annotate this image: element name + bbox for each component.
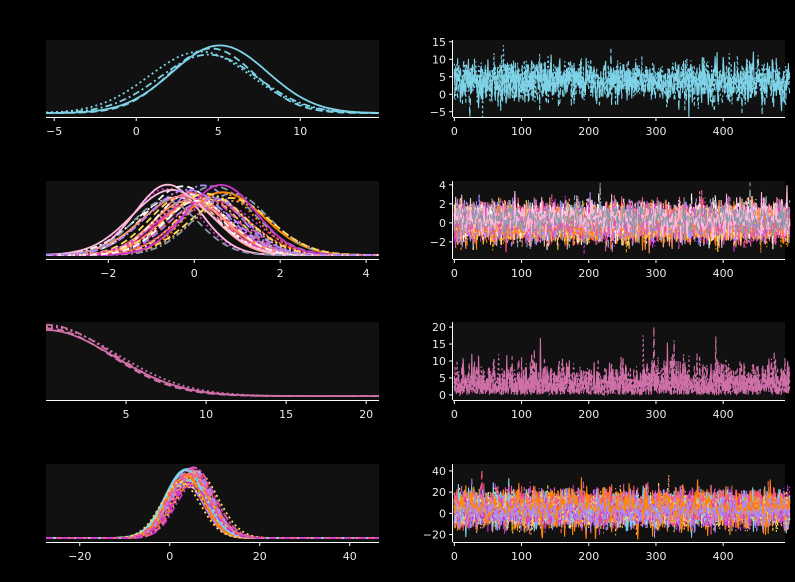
panel-6: −20 0 20 40 <box>46 464 379 563</box>
x-tick-label: 0 <box>451 408 458 421</box>
x-tick-label: 200 <box>578 267 599 280</box>
kde-line-2 <box>45 50 379 114</box>
x-tick-label: 40 <box>343 550 357 563</box>
y-tick-label: 5 <box>439 372 446 385</box>
y-tick-label: 20 <box>432 486 446 499</box>
x-tick-label: 300 <box>645 550 666 563</box>
y-tick-label: −20 <box>423 529 446 542</box>
panel-background <box>46 322 379 400</box>
y-tick-label: 10 <box>432 355 446 368</box>
panel-5: 0 100 200 300 400 0 5 10 15 20 <box>432 321 791 421</box>
trace-chain-1 <box>453 48 791 118</box>
y-tick-label: 15 <box>432 36 446 49</box>
trace-chain-21 <box>453 205 791 252</box>
y-tick-label: 0 <box>439 507 446 520</box>
x-tick-label: −20 <box>68 550 91 563</box>
x-tick-label: 100 <box>511 267 532 280</box>
x-tick-label: −2 <box>100 267 116 280</box>
y-tick-label: 2 <box>439 198 446 211</box>
x-tick-label: 200 <box>578 125 599 138</box>
kde-line-2 <box>46 325 379 397</box>
y-tick-label: 15 <box>432 338 446 351</box>
kde-line-35 <box>45 188 379 256</box>
panel-2: −2 0 2 4 <box>45 181 380 280</box>
x-tick-label: 400 <box>713 408 734 421</box>
x-tick-label: −5 <box>46 125 62 138</box>
panel-7: 0 100 200 300 400 −20 0 20 40 <box>423 464 791 563</box>
x-tick-label: 0 <box>451 267 458 280</box>
x-tick-label: 400 <box>713 550 734 563</box>
x-tick-label: 20 <box>253 550 267 563</box>
kde-line-3 <box>46 53 379 114</box>
y-tick-label: 4 <box>439 179 446 192</box>
x-tick-label: 200 <box>578 550 599 563</box>
trace-chain-28 <box>453 485 791 536</box>
x-tick-label: 100 <box>511 550 532 563</box>
trace-chain-2 <box>453 45 791 118</box>
x-tick-label: 200 <box>578 408 599 421</box>
x-tick-label: 5 <box>123 408 130 421</box>
x-tick-label: 0 <box>191 267 198 280</box>
x-tick-label: 5 <box>215 125 222 138</box>
panel-4: 5 10 15 20 <box>45 322 379 421</box>
x-tick-label: 10 <box>293 125 307 138</box>
x-tick-label: 400 <box>713 125 734 138</box>
x-tick-label: 100 <box>511 125 532 138</box>
panel-3: 0 100 200 300 400 −2 0 2 4 <box>430 179 791 280</box>
kde-line-35 <box>46 484 379 539</box>
y-tick-label: 40 <box>432 465 446 478</box>
panel-0: −5 0 5 10 <box>45 40 379 138</box>
x-tick-label: 20 <box>359 408 373 421</box>
x-tick-label: 300 <box>645 267 666 280</box>
y-tick-label: 0 <box>439 217 446 230</box>
kde-line-1 <box>46 47 379 114</box>
y-tick-label: 0 <box>439 389 446 402</box>
x-tick-label: 0 <box>166 550 173 563</box>
kde-line-3 <box>46 324 379 397</box>
trace-chain-3 <box>453 340 791 396</box>
y-tick-label: 0 <box>439 88 446 101</box>
trace-chain-3 <box>453 55 791 115</box>
x-tick-label: 2 <box>277 267 284 280</box>
x-tick-label: 15 <box>279 408 293 421</box>
trace-chain-29 <box>453 488 791 538</box>
x-tick-label: 300 <box>645 408 666 421</box>
panel-1: 0 100 200 300 400 −5 0 5 10 15 <box>430 36 791 138</box>
trace-chain-29 <box>453 182 791 245</box>
y-tick-label: −2 <box>430 236 446 249</box>
x-tick-label: 300 <box>645 125 666 138</box>
y-tick-label: −5 <box>430 106 446 119</box>
y-tick-label: 20 <box>432 321 446 334</box>
x-tick-label: 0 <box>451 550 458 563</box>
x-tick-label: 0 <box>133 125 140 138</box>
y-tick-label: 10 <box>432 53 446 66</box>
trace-chain-26 <box>453 489 791 532</box>
y-tick-label: 5 <box>439 71 446 84</box>
x-tick-label: 10 <box>199 408 213 421</box>
x-tick-label: 400 <box>713 267 734 280</box>
x-tick-label: 0 <box>451 125 458 138</box>
x-tick-label: 100 <box>511 408 532 421</box>
x-tick-label: 4 <box>363 267 370 280</box>
